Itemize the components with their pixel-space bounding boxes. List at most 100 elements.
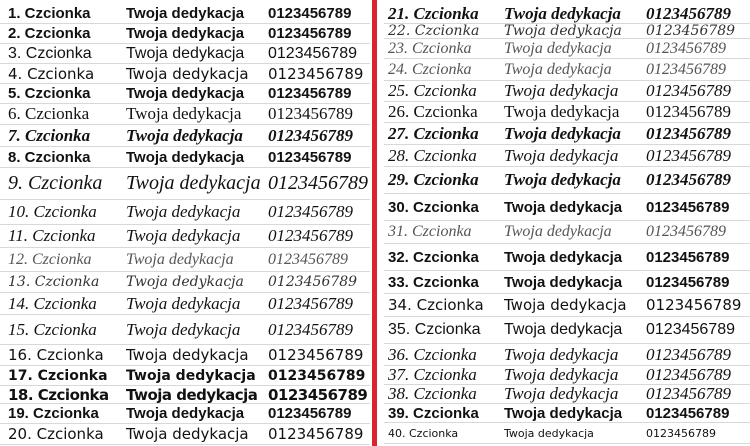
- font-sample-row: 32. Czcionka Twoja dedykacja 0123456789: [384, 244, 750, 271]
- dedication-sample: Twoja dedykacja: [126, 202, 241, 221]
- digits-sample: 0123456789: [268, 148, 352, 166]
- digits-sample: 0123456789: [268, 367, 366, 384]
- font-name: 14. Czcionka: [8, 293, 97, 313]
- dedication-sample: Twoja dedykacja: [126, 148, 245, 166]
- digits-sample: 0123456789: [646, 426, 716, 440]
- digits-sample: 0123456789: [646, 198, 730, 216]
- digits-sample: 0123456789: [268, 85, 352, 102]
- font-sample-row: 15. Czcionka Twoja dedykacja 0123456789: [0, 315, 370, 345]
- font-name: 12. Czcionka: [8, 250, 92, 268]
- digits-sample: 0123456789: [268, 405, 352, 422]
- font-name: 9. Czcionka: [8, 172, 103, 194]
- dedication-sample: Twoja dedykacja: [504, 39, 612, 57]
- font-name: 36. Czcionka: [388, 344, 477, 364]
- digits-sample: 0123456789: [646, 366, 731, 384]
- font-sample-row: 33. Czcionka Twoja dedykacja 0123456789: [384, 271, 750, 294]
- dedication-sample: Twoja dedykacja: [126, 293, 241, 313]
- font-name: 34. Czcionka: [388, 296, 484, 314]
- digits-sample: 0123456789: [646, 223, 726, 240]
- font-name: 28. Czcionka: [388, 145, 477, 165]
- font-sample-row: 12. Czcionka Twoja dedykacja 0123456789: [0, 248, 370, 272]
- dedication-sample: Twoja dedykacja: [126, 104, 242, 123]
- digits-sample: 0123456789: [268, 293, 353, 313]
- dedication-sample: Twoja dedykacja: [126, 274, 244, 290]
- dedication-sample: Twoja dedykacja: [126, 226, 241, 245]
- font-sample-row: 6. Czcionka Twoja dedykacja 0123456789: [0, 104, 370, 125]
- digits-sample: 0123456789: [646, 145, 731, 165]
- dedication-sample: Twoja dedykacja: [504, 296, 627, 314]
- dedication-sample: Twoja dedykacja: [126, 250, 234, 268]
- dedication-sample: Twoja dedykacja: [126, 386, 258, 404]
- dedication-sample: Twoja dedykacja: [504, 81, 619, 100]
- font-name: 10. Czcionka: [8, 202, 97, 221]
- font-name: 37. Czcionka: [388, 366, 477, 384]
- digits-sample: 0123456789: [268, 386, 368, 404]
- font-name: 8. Czcionka: [8, 148, 91, 166]
- font-sample-row: 35. Czcionka Twoja dedykacja 0123456789: [384, 317, 750, 344]
- font-sample-row: 31. Czcionka Twoja dedykacja 0123456789: [384, 221, 750, 244]
- dedication-sample: Twoja dedykacja: [504, 273, 623, 291]
- font-name: 35. Czcionka: [388, 321, 481, 338]
- font-name: 40. Czcionka: [388, 426, 459, 440]
- digits-sample: 0123456789: [268, 202, 353, 221]
- font-sample-row: 27. Czcionka Twoja dedykacja 0123456789: [384, 123, 750, 145]
- font-sample-row: 23. Czcionka Twoja dedykacja 0123456789: [384, 39, 750, 59]
- dedication-sample: Twoja dedykacja: [504, 198, 623, 216]
- digits-sample: 0123456789: [646, 24, 736, 39]
- digits-sample: 0123456789: [268, 346, 364, 364]
- digits-sample: 0123456789: [268, 104, 353, 123]
- font-name: 24. Czcionka: [388, 60, 472, 78]
- digits-sample: 0123456789: [268, 274, 358, 290]
- digits-sample: 0123456789: [646, 344, 731, 364]
- font-name: 33. Czcionka: [388, 273, 479, 291]
- font-sample-row: 21. Czcionka Twoja dedykacja 0123456789: [384, 4, 750, 24]
- font-name: 5. Czcionka: [8, 85, 91, 102]
- digits-sample: 0123456789: [646, 296, 742, 314]
- digits-sample: 0123456789: [268, 44, 357, 62]
- digits-sample: 0123456789: [268, 125, 353, 145]
- font-sample-row: 19. Czcionka Twoja dedykacja 0123456789: [0, 404, 370, 424]
- font-sample-row: 28. Czcionka Twoja dedykacja 0123456789: [384, 145, 750, 167]
- digits-sample: 0123456789: [646, 102, 731, 121]
- font-name: 18. Czcionka: [8, 386, 109, 404]
- digits-sample: 0123456789: [646, 248, 730, 266]
- dedication-sample: Twoja dedykacja: [126, 64, 249, 83]
- digits-sample: 0123456789: [646, 321, 735, 338]
- digits-sample: 0123456789: [268, 425, 364, 443]
- dedication-sample: Twoja dedykacja: [504, 385, 619, 403]
- font-sample-row: 13. Czcionka Twoja dedykacja 0123456789: [0, 272, 370, 293]
- dedication-sample: Twoja dedykacja: [504, 223, 612, 240]
- font-sample-row: 39. Czcionka Twoja dedykacja 0123456789: [384, 404, 750, 423]
- font-name: 3. Czcionka: [8, 44, 92, 62]
- font-name: 2. Czcionka: [8, 25, 91, 42]
- digits-sample: 0123456789: [646, 170, 731, 189]
- digits-sample: 0123456789: [268, 25, 352, 42]
- font-sample-row: 25. Czcionka Twoja dedykacja 0123456789: [384, 81, 750, 102]
- font-sample-row: 9. Czcionka Twoja dedykacja 0123456789: [0, 168, 370, 200]
- font-name: 6. Czcionka: [8, 104, 90, 123]
- dedication-sample: Twoja dedykacja: [504, 344, 619, 364]
- red-divider: [372, 0, 377, 446]
- font-name: 30. Czcionka: [388, 198, 479, 216]
- font-sample-row: 22. Czcionka Twoja dedykacja 0123456789: [384, 24, 750, 39]
- dedication-sample: Twoja dedykacja: [504, 404, 623, 422]
- font-name: 15. Czcionka: [8, 319, 97, 339]
- digits-sample: 0123456789: [268, 172, 368, 194]
- digits-sample: 0123456789: [646, 4, 731, 23]
- font-name: 19. Czcionka: [8, 405, 99, 422]
- digits-sample: 0123456789: [646, 60, 726, 78]
- font-sample-row: 18. Czcionka Twoja dedykacja 0123456789: [0, 386, 370, 404]
- font-name: 27. Czcionka: [388, 123, 479, 143]
- font-name: 22. Czcionka: [388, 24, 480, 39]
- font-name: 32. Czcionka: [388, 248, 479, 266]
- digits-sample: 0123456789: [268, 226, 353, 245]
- font-sample-row: 37. Czcionka Twoja dedykacja 0123456789: [384, 366, 750, 385]
- font-name: 11. Czcionka: [8, 226, 96, 245]
- dedication-sample: Twoja dedykacja: [504, 426, 594, 440]
- dedication-sample: Twoja dedykacja: [504, 248, 623, 266]
- font-sample-row: 29. Czcionka Twoja dedykacja 0123456789: [384, 167, 750, 194]
- dedication-sample: Twoja dedykacja: [126, 25, 245, 42]
- dedication-sample: Twoja dedykacja: [504, 123, 621, 143]
- dedication-sample: Twoja dedykacja: [504, 24, 622, 39]
- font-table-left: 1. Czcionka Twoja dedykacja 0123456789 2. C…: [0, 4, 370, 445]
